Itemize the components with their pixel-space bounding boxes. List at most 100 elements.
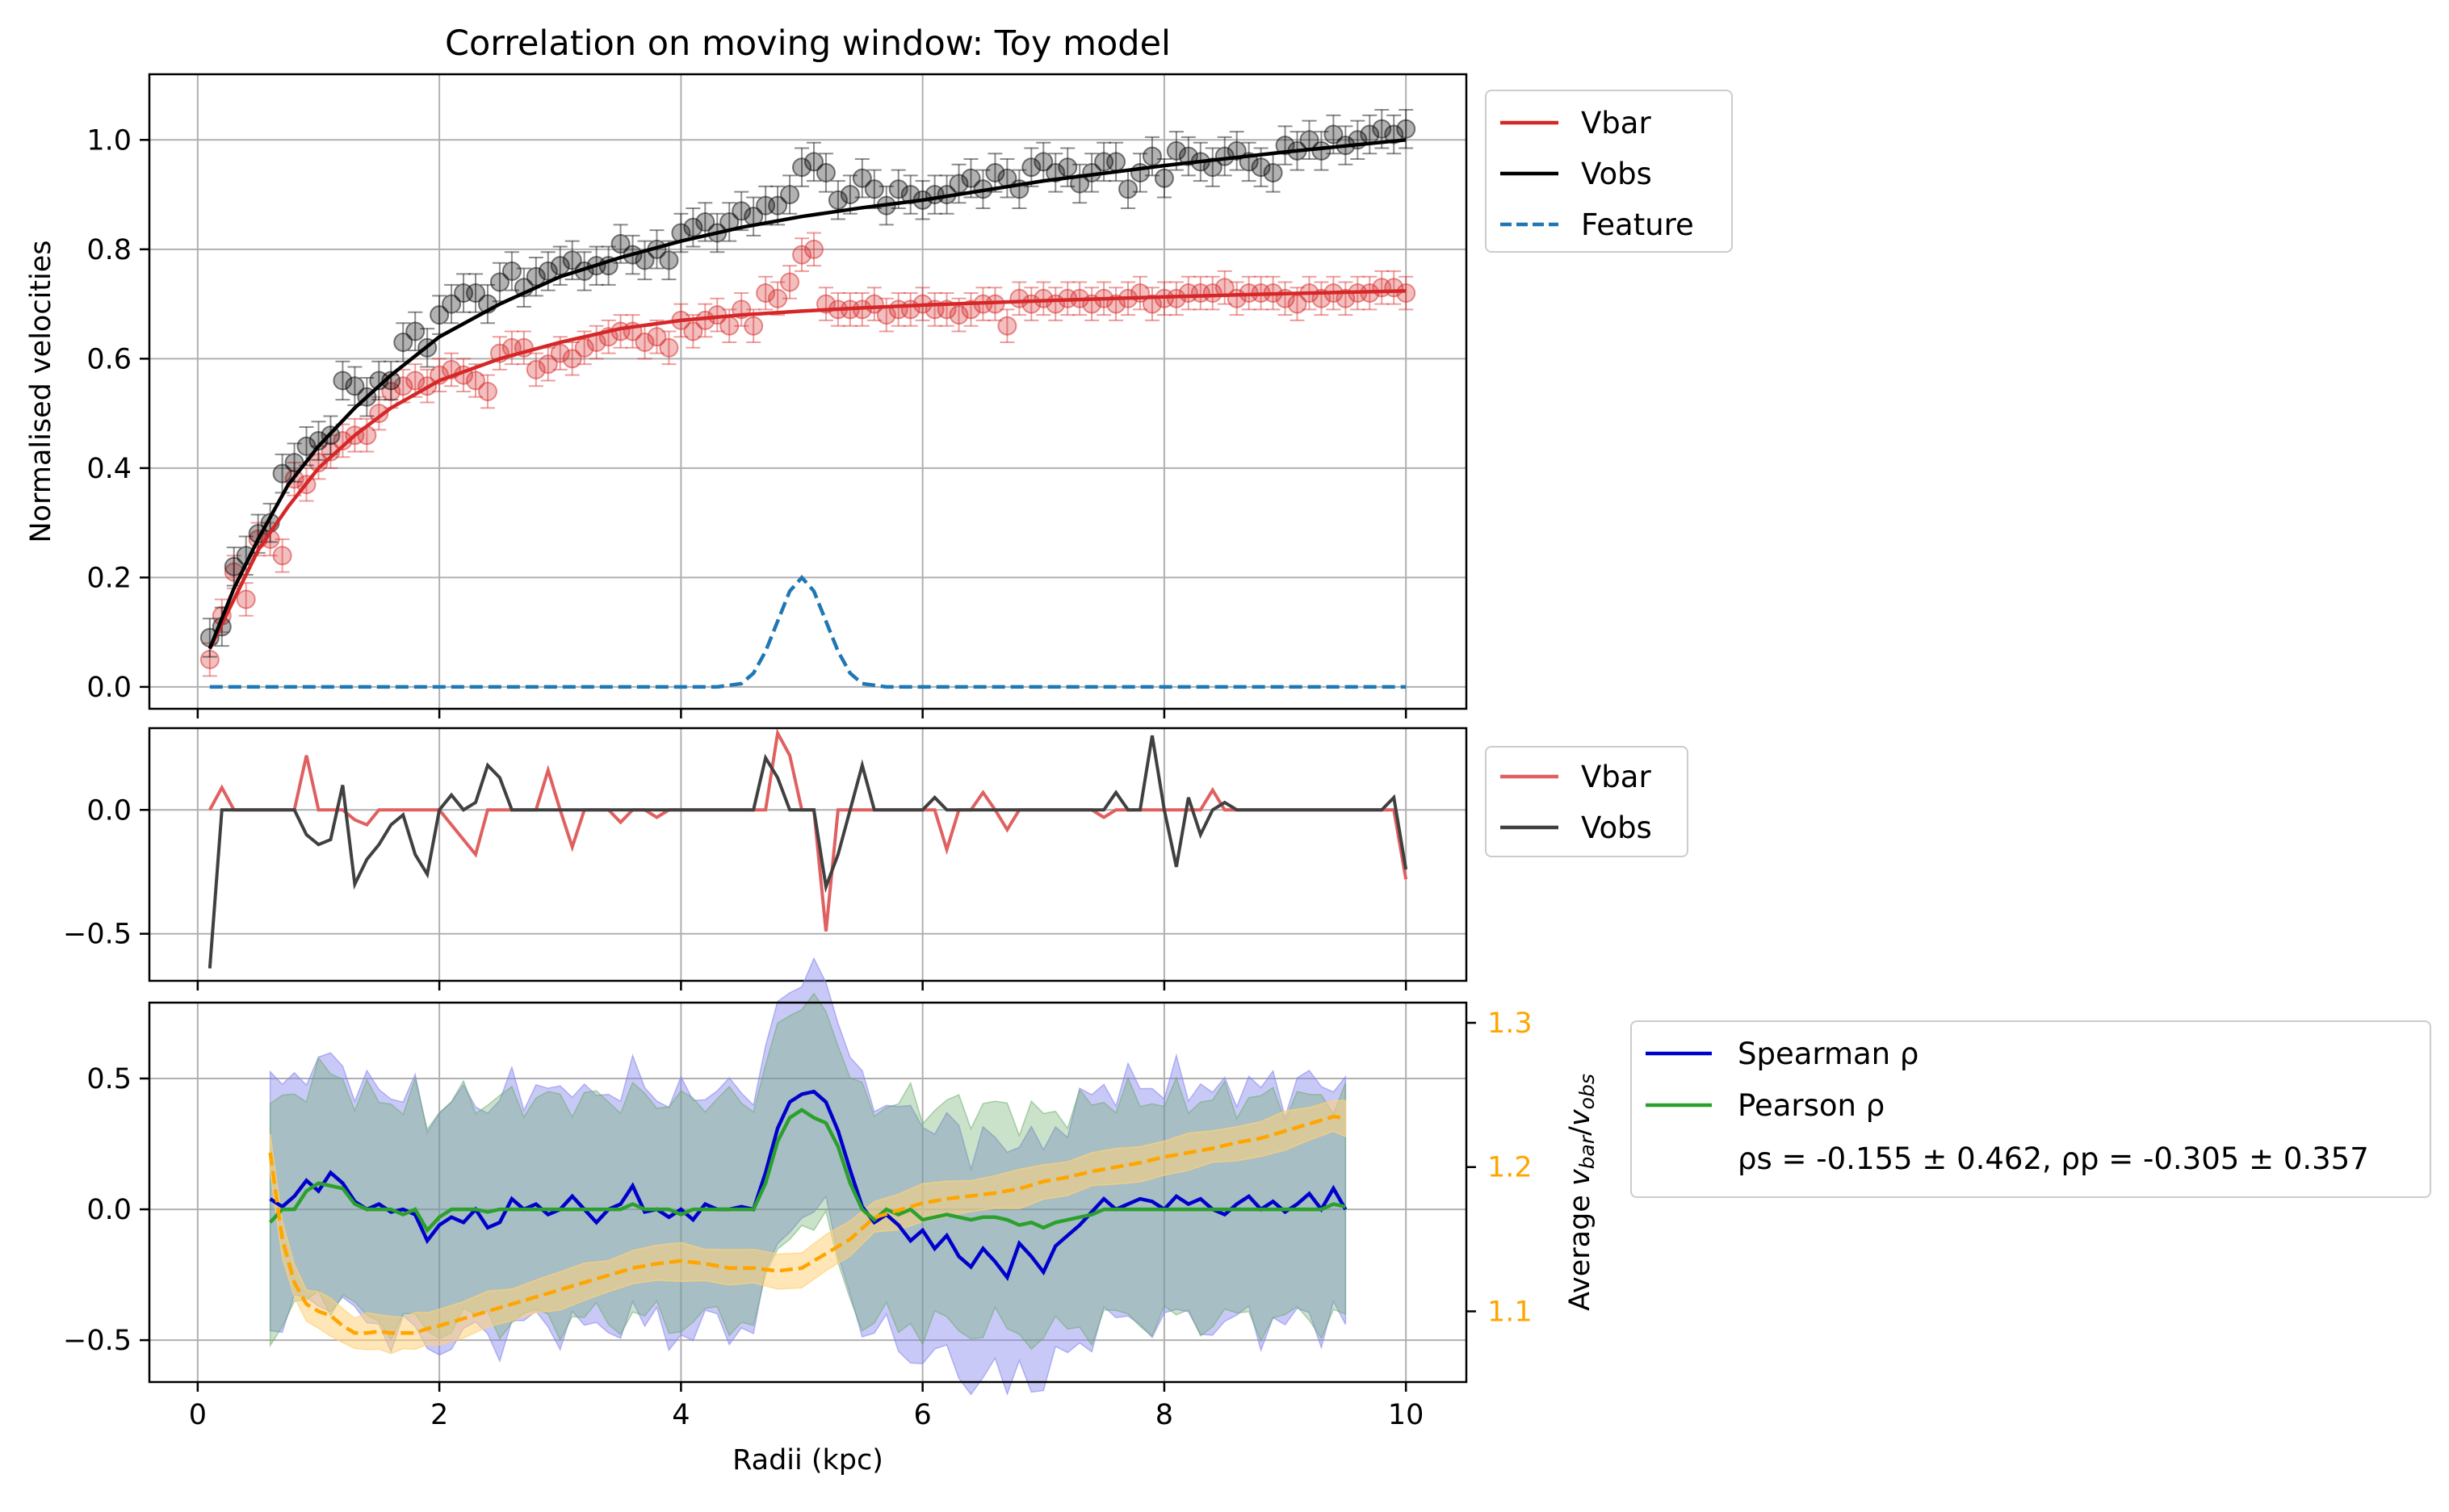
vbar-data-point (477, 382, 497, 401)
average-ratio-band (269, 1099, 1347, 1355)
top-panel: 0.0 0.2 0.4 0.6 0.8 1.0 Correlation on moving … (25, 23, 1733, 718)
legend: Vbar Vobs (1485, 746, 1688, 857)
vbar-data-point (683, 321, 703, 341)
y2-tick-label: 1.1 (1487, 1296, 1533, 1328)
vobs-data-point (985, 162, 1005, 182)
y2-label-part: v (1564, 1108, 1596, 1126)
vbar-data-point (1396, 283, 1416, 304)
legend-label: Vobs (1581, 810, 1652, 845)
vbar-data-point (574, 337, 594, 358)
vobs-data-point (768, 195, 788, 216)
vobs-data-point (501, 261, 522, 281)
vbar-data-point (1142, 294, 1162, 314)
vobs-data-point (828, 190, 848, 210)
vobs-data-point (888, 179, 908, 199)
vbar-data-point (381, 382, 401, 401)
vbar-data-point (1034, 288, 1054, 308)
vobs-data-point (900, 185, 920, 205)
average-ratio-line (268, 1114, 1346, 1335)
vbar-data-point (659, 337, 679, 358)
legend-label: Pearson ρ (1738, 1088, 1885, 1123)
y2-label-part: v (1564, 1168, 1596, 1186)
y-tick-label: 0.0 (86, 672, 132, 704)
axes-frame (148, 727, 1468, 982)
vbar-data-point (550, 343, 570, 363)
y-tick-label: 0.0 (86, 794, 132, 827)
vobs-data-point (345, 376, 365, 396)
vbar-data-point (744, 316, 764, 336)
vobs-data-point (1142, 146, 1162, 166)
vobs-data-point (1058, 157, 1078, 178)
legend-label: Vobs (1581, 157, 1652, 191)
y-tick-label: 0.0 (86, 1194, 132, 1226)
vobs-data-point (816, 162, 836, 182)
x-tick-label: 4 (672, 1399, 690, 1431)
y-tick-label: 1.0 (86, 124, 132, 157)
legend-label: Vbar (1581, 760, 1651, 794)
x-tick-label: 0 (189, 1399, 207, 1431)
spearman-line (269, 1089, 1348, 1281)
vobs-data-point (864, 179, 884, 199)
vbar-data-point (466, 371, 486, 391)
x-tick-label: 8 (1155, 1399, 1173, 1431)
vobs-data-point (732, 201, 752, 221)
legend: Spearman ρ Pearson ρ ρs = -0.155 ± 0.462, … (1630, 1020, 2431, 1198)
vobs-data-point (538, 261, 558, 281)
vobs-data-point (405, 321, 426, 341)
vobs-data-point (272, 463, 292, 484)
vbar-data-point (635, 333, 655, 353)
y2-tick-label: 1.3 (1487, 1007, 1533, 1040)
vbar-data-point (647, 327, 667, 347)
vbar-data-point (333, 430, 353, 450)
vobs-data-point (550, 256, 570, 276)
vobs-data-point (1251, 157, 1271, 178)
vobs-data-point (393, 333, 413, 353)
vbar-data-point (272, 546, 292, 566)
x-tick-label: 10 (1388, 1399, 1424, 1431)
chart-title: Correlation on moving window: Toy model (445, 23, 1171, 64)
y2-label-part: obs (1575, 1074, 1599, 1109)
y2-label-part: / (1564, 1126, 1596, 1136)
vbar-data-point (538, 354, 558, 375)
legend-label: Vbar (1581, 106, 1651, 140)
vobs-data-point (1106, 152, 1126, 172)
y-tick-label: −0.5 (63, 919, 132, 951)
y2-label-part: Average (1564, 1186, 1596, 1311)
vobs-data-point (1372, 119, 1392, 139)
vobs-data-point (840, 185, 860, 205)
vobs-data-point (1323, 124, 1344, 144)
vobs-data-point (1034, 152, 1054, 172)
vobs-data-point (333, 371, 353, 391)
y-tick-label: −0.5 (63, 1325, 132, 1357)
vobs-data-point (1021, 157, 1042, 178)
vbar-data-point (526, 359, 546, 379)
pearson-band (269, 992, 1347, 1351)
vobs-data-point (1118, 179, 1139, 199)
vbar-line (208, 289, 1407, 650)
pearson-line (268, 1108, 1346, 1233)
x-tick-label: 6 (914, 1399, 932, 1431)
vobs-data-point (1263, 162, 1283, 182)
legend-stats-label: ρs = -0.155 ± 0.462, ρp = -0.305 ± 0.357 (1738, 1141, 2369, 1176)
vbar-data-point (768, 288, 788, 308)
vobs-data-point (803, 152, 824, 172)
vobs-data-point (430, 305, 450, 325)
y-axis-label: Normalised velocities (25, 240, 57, 542)
y-tick-label: 0.4 (86, 453, 132, 485)
legend-label: Spearman ρ (1738, 1037, 1919, 1071)
vbar-data-point (369, 404, 389, 424)
vbar-data-point (393, 376, 413, 396)
vobs-data-point (1396, 119, 1416, 139)
vobs-data-point (489, 272, 510, 292)
vbar-data-point (803, 239, 824, 259)
axes-frame (148, 73, 1468, 710)
vobs-data-point (792, 157, 812, 178)
vobs-data-point (659, 250, 679, 270)
vbar-data-point (236, 589, 256, 609)
x-axis-label: Radii (kpc) (732, 1444, 883, 1476)
y-tick-label: 0.5 (86, 1063, 132, 1095)
vbar-data-point (792, 245, 812, 265)
